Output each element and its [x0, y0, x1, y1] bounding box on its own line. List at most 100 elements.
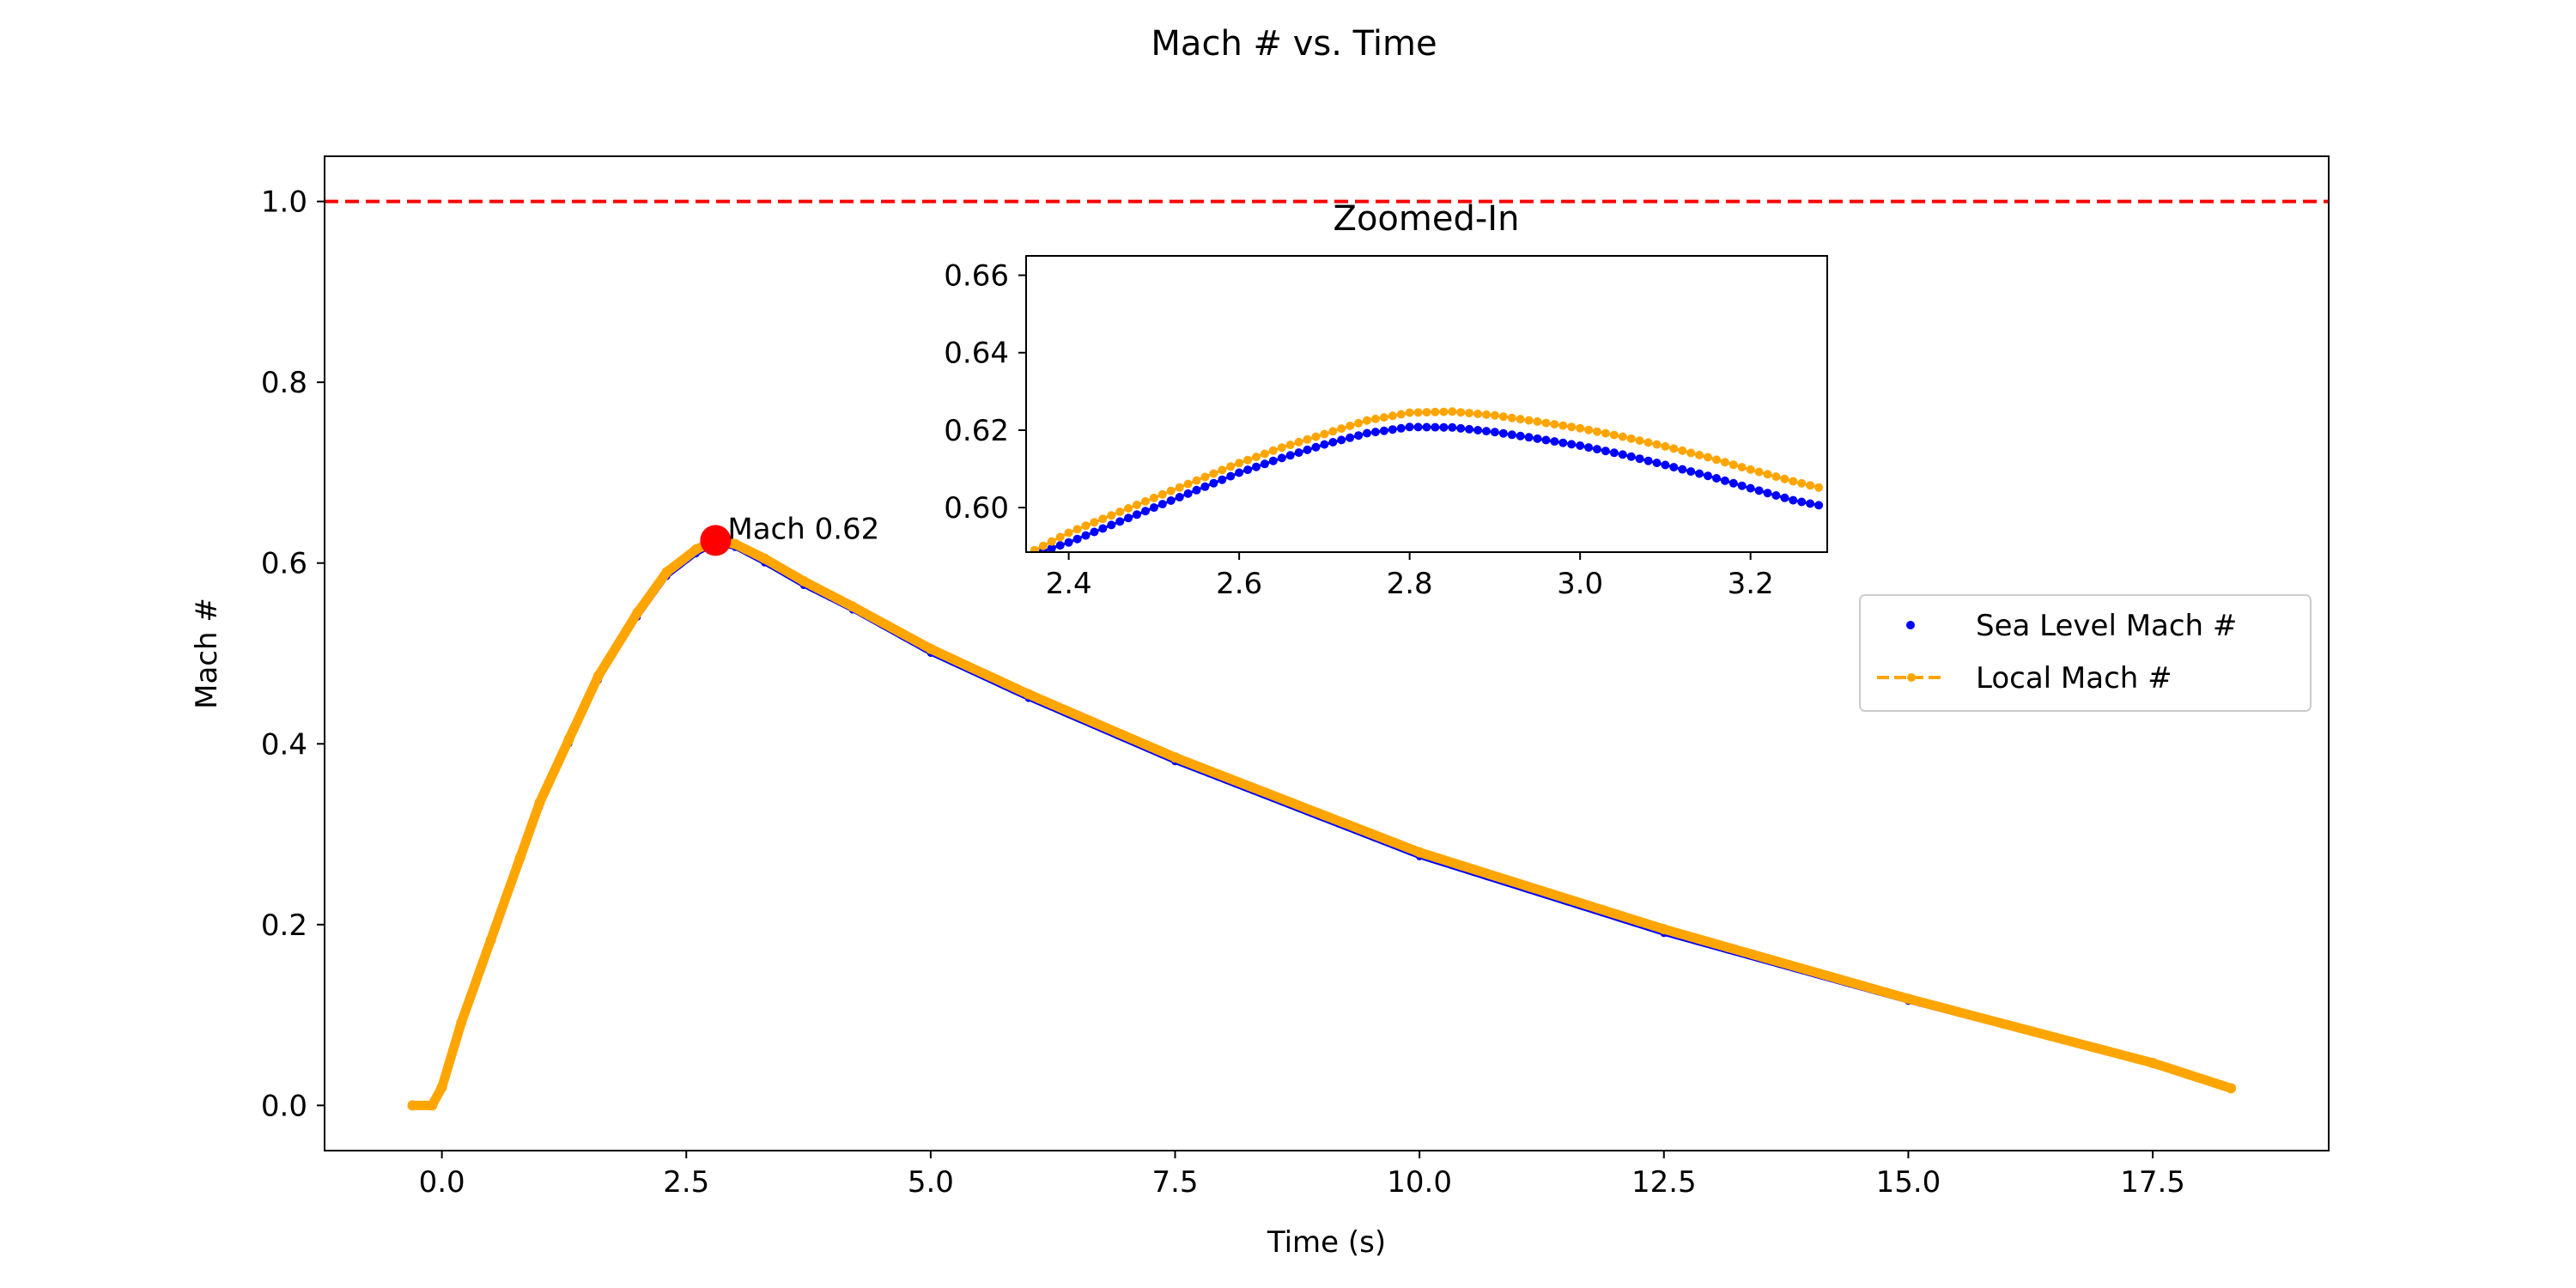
inset-data-point [1541, 435, 1551, 445]
inset-y-tick-label: 0.66 [944, 259, 1009, 294]
x-tick-label: 10.0 [1387, 1165, 1452, 1200]
inset-data-point [1405, 408, 1414, 417]
inset-data-point [1780, 493, 1789, 502]
inset-data-point [1090, 518, 1099, 527]
inset-data-point [1363, 416, 1371, 425]
inset-data-point [1047, 537, 1056, 546]
inset-data-point [1609, 448, 1619, 458]
y-tick-label: 0.0 [261, 1089, 307, 1123]
inset-data-point [1346, 422, 1355, 430]
inset-data-point [1439, 422, 1449, 432]
x-tick-label: 12.5 [1631, 1165, 1697, 1200]
inset-title: Zoomed-In [1334, 199, 1520, 239]
inset-data-point [1626, 434, 1636, 443]
inset-data-point [1337, 435, 1346, 445]
inset-data-point [1328, 438, 1338, 447]
main-plot: 0.0 2.5 5.0 7.5 10.0 12.5 15.0 17.5 0.00.20.40.… [261, 155, 2330, 1200]
inset-data-point [1081, 531, 1091, 540]
inset-data-point [1507, 413, 1516, 422]
inset-data-point [1516, 415, 1525, 424]
inset-data-point [1303, 434, 1312, 444]
inset-data-point [1448, 422, 1457, 432]
inset-data-point [1558, 438, 1568, 447]
inset-data-point [1124, 504, 1133, 513]
y-axis-ticks: 0.0 0.2 0.4 0.6 0.8 1.0 [261, 185, 325, 1123]
inset-data-point [1609, 430, 1619, 440]
inset-data-point [1584, 443, 1594, 453]
data-point [730, 538, 741, 550]
inset-data-point [1737, 481, 1747, 490]
inset-data-point [1370, 428, 1380, 437]
inset-data-point [1704, 471, 1712, 481]
legend: Sea Level Mach # Local Mach # [1859, 594, 2312, 712]
inset-data-point [1218, 465, 1227, 475]
legend-box [1859, 594, 2312, 712]
inset-data-point [1754, 486, 1764, 495]
inset-data-point [1183, 479, 1193, 489]
inset-data-point [1379, 413, 1388, 422]
inset-data-point [1115, 517, 1125, 526]
inset-data-point [1601, 447, 1610, 456]
inset-data-point [1379, 426, 1388, 435]
inset-data-point [1576, 441, 1585, 450]
inset-data-point [1576, 423, 1585, 433]
inset-data-point [1149, 493, 1158, 502]
inset-data-point [1618, 450, 1627, 459]
inset-data-point [1771, 491, 1781, 500]
inset-data-point [1260, 449, 1269, 459]
inset-series-local-mach [1030, 407, 1824, 552]
inset-data-point [1226, 471, 1236, 481]
inset-data-point [1516, 431, 1525, 440]
inset-data-point [1601, 428, 1610, 438]
inset-data-point [1218, 475, 1227, 484]
inset-data-point [1550, 420, 1559, 429]
inset-data-point [1618, 432, 1627, 441]
inset-data-point [1593, 427, 1601, 436]
inset-data-point [1115, 507, 1125, 517]
inset-data-point [1064, 528, 1073, 538]
data-point [563, 734, 574, 744]
inset-data-point [1465, 424, 1474, 434]
inset-data-point [1243, 455, 1253, 465]
inset-data-point [1346, 433, 1355, 442]
inset-y-tick-label: 0.64 [944, 337, 1009, 371]
legend-label-local: Local Mach # [1976, 661, 2172, 696]
inset-data-point [1157, 500, 1167, 509]
y-tick-label: 0.2 [261, 908, 307, 943]
inset-data-point [1524, 416, 1534, 425]
data-point [456, 1017, 467, 1028]
inset-data-point [1294, 437, 1303, 447]
inset-data-point [1763, 470, 1772, 479]
inset-data-point [1541, 418, 1551, 428]
inset-x-tick-label: 2.4 [1046, 567, 1092, 601]
data-point [592, 671, 604, 682]
y-tick-label: 1.0 [261, 185, 307, 220]
inset-data-point [1771, 472, 1781, 482]
data-point [759, 553, 770, 564]
inset-data-point [1669, 463, 1679, 472]
peak-annotation-label: Mach 0.62 [727, 512, 879, 546]
inset-data-point [1567, 440, 1577, 449]
inset-data-point [1746, 465, 1755, 474]
data-point [690, 544, 702, 555]
inset-data-point [1277, 443, 1286, 453]
inset-data-point [1413, 422, 1423, 432]
inset-data-point [1405, 422, 1414, 432]
inset-data-point [1789, 495, 1798, 505]
inset-data-point [1533, 417, 1542, 426]
inset-zoom-plot: Zoomed-In 2.4 2.6 2.8 3.0 3.2 0.600.620.640.… [944, 199, 1828, 601]
inset-data-point [1797, 478, 1807, 488]
data-point [847, 601, 858, 612]
inset-data-point [1149, 503, 1158, 513]
inset-data-point [1133, 510, 1141, 519]
data-point [534, 797, 545, 808]
inset-data-point [1235, 468, 1244, 477]
inset-data-point [1524, 433, 1534, 442]
inset-data-point [1550, 437, 1559, 447]
inset-data-point [1635, 454, 1644, 464]
legend-marker-sea-level [1906, 621, 1915, 629]
inset-data-point [1175, 493, 1184, 501]
inset-data-point [1285, 451, 1295, 460]
inset-data-point [1695, 469, 1704, 478]
inset-data-point [1678, 465, 1687, 474]
